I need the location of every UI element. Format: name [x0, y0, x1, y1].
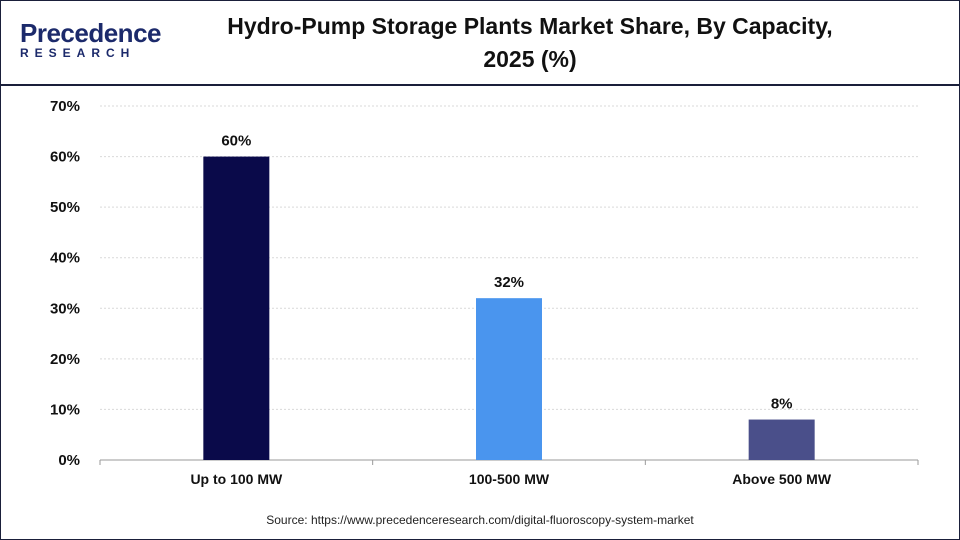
chart-title-line-2: 2025 (%) — [483, 46, 577, 72]
logo-subtitle: RESEARCH — [20, 46, 136, 60]
data-label: 60% — [221, 133, 251, 150]
bar — [203, 156, 270, 461]
source-note: Source: https://www.precedenceresearch.c… — [266, 513, 694, 527]
chart-title-line-1: Hydro-Pump Storage Plants Market Share, … — [227, 13, 833, 39]
x-tick-label: Up to 100 MW — [190, 471, 283, 487]
y-tick-label: 0% — [58, 452, 80, 469]
data-label: 32% — [494, 274, 524, 291]
y-tick-label: 70% — [50, 98, 80, 115]
y-tick-label: 30% — [50, 300, 80, 317]
bar — [748, 419, 815, 460]
y-tick-label: 10% — [50, 401, 80, 418]
y-tick-label: 20% — [50, 351, 80, 368]
x-tick-label: Above 500 MW — [732, 471, 832, 487]
data-label: 8% — [771, 396, 793, 413]
x-tick-label: 100-500 MW — [469, 471, 550, 487]
chart-title: Hydro-Pump Storage Plants Market Share, … — [200, 10, 860, 76]
logo-wordmark: Precedence — [20, 18, 161, 48]
y-tick-label: 60% — [50, 149, 80, 166]
y-tick-label: 40% — [50, 250, 80, 267]
brand-logo: Precedence RESEARCH — [18, 18, 161, 66]
header: Precedence RESEARCH Hydro-Pump Storage P… — [0, 0, 960, 86]
y-tick-label: 50% — [50, 199, 80, 216]
bar — [476, 298, 542, 460]
